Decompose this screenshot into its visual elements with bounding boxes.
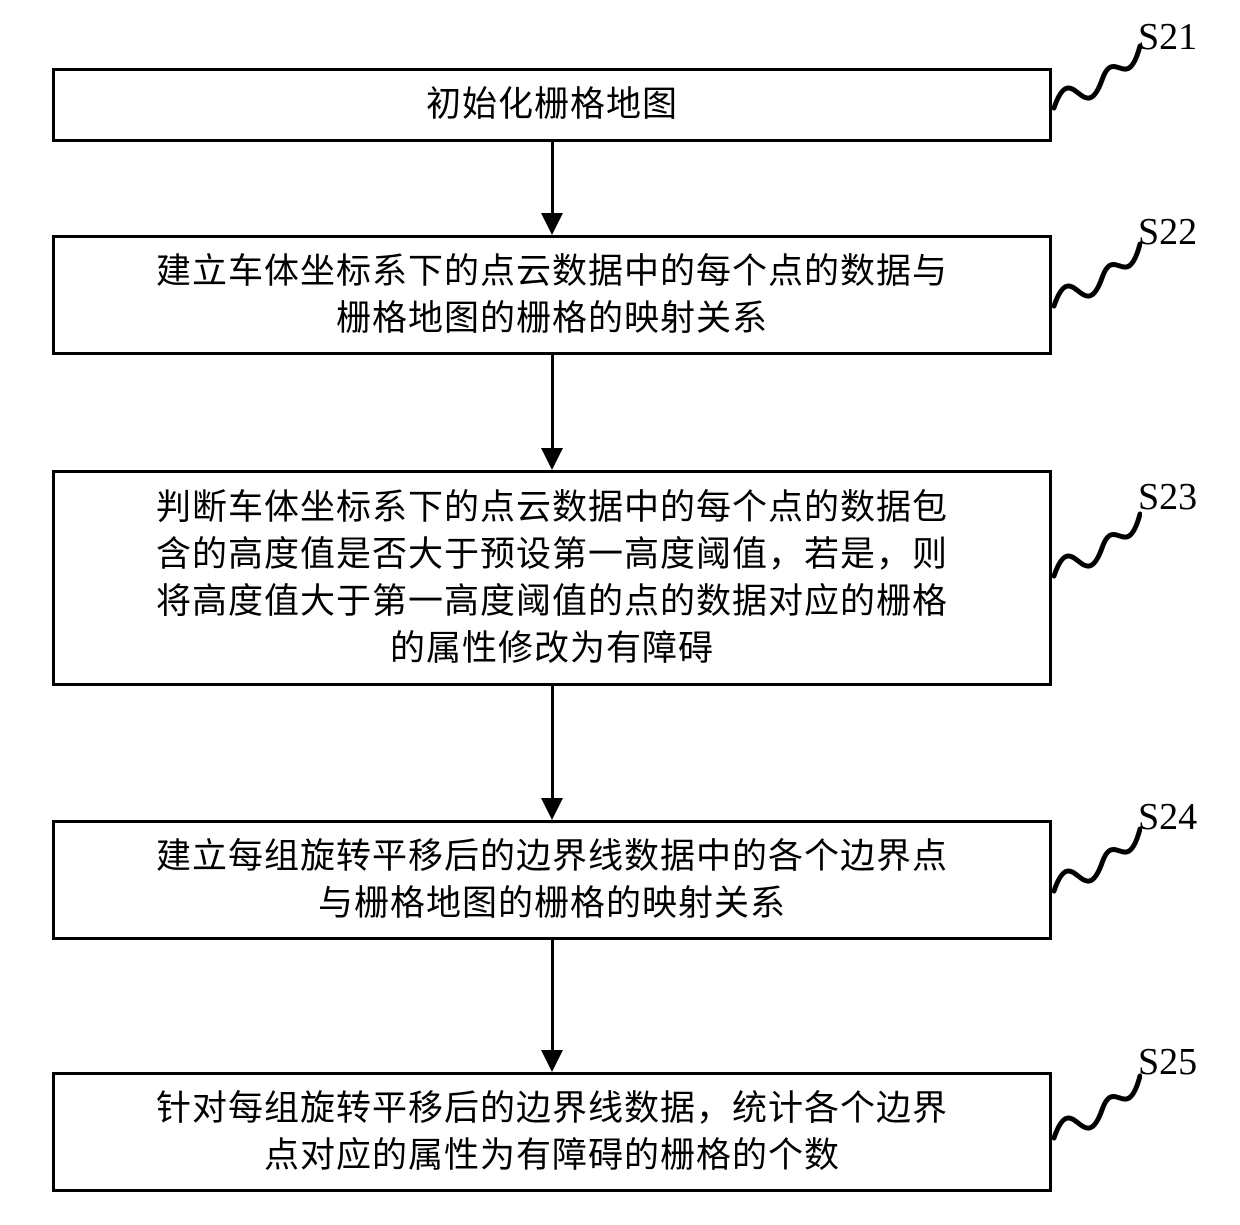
flow-node-s23: 判断车体坐标系下的点云数据中的每个点的数据包含的高度值是否大于预设第一高度阈值，… xyxy=(52,470,1052,686)
flow-node-s22-text: 建立车体坐标系下的点云数据中的每个点的数据与栅格地图的栅格的映射关系 xyxy=(156,248,948,343)
step-label-s23: S23 xyxy=(1138,475,1197,519)
squiggle-s25 xyxy=(1052,1070,1142,1148)
flow-node-s21: 初始化栅格地图 xyxy=(52,68,1052,142)
squiggle-s22 xyxy=(1052,238,1142,316)
arrow-head-s22-s23 xyxy=(541,448,563,470)
flow-node-s21-text: 初始化栅格地图 xyxy=(426,81,678,128)
squiggle-s21 xyxy=(1052,40,1142,118)
flow-node-s25-text: 针对每组旋转平移后的边界线数据，统计各个边界点对应的属性为有障碍的栅格的个数 xyxy=(156,1085,948,1180)
flow-node-s23-text: 判断车体坐标系下的点云数据中的每个点的数据包含的高度值是否大于预设第一高度阈值，… xyxy=(156,484,948,673)
arrow-s23-s24 xyxy=(551,686,554,798)
step-label-s24: S24 xyxy=(1138,795,1197,839)
arrow-s24-s25 xyxy=(551,940,554,1050)
step-label-s21: S21 xyxy=(1138,15,1197,59)
flow-node-s24: 建立每组旋转平移后的边界线数据中的各个边界点与栅格地图的栅格的映射关系 xyxy=(52,820,1052,940)
step-label-s25: S25 xyxy=(1138,1040,1197,1084)
arrow-s22-s23 xyxy=(551,355,554,448)
arrow-head-s23-s24 xyxy=(541,798,563,820)
step-label-s22: S22 xyxy=(1138,210,1197,254)
flowchart-diagram: 初始化栅格地图 S21 建立车体坐标系下的点云数据中的每个点的数据与栅格地图的栅… xyxy=(0,0,1240,1225)
flow-node-s22: 建立车体坐标系下的点云数据中的每个点的数据与栅格地图的栅格的映射关系 xyxy=(52,235,1052,355)
arrow-s21-s22 xyxy=(551,142,554,213)
arrow-head-s21-s22 xyxy=(541,213,563,235)
flow-node-s24-text: 建立每组旋转平移后的边界线数据中的各个边界点与栅格地图的栅格的映射关系 xyxy=(156,833,948,928)
arrow-head-s24-s25 xyxy=(541,1050,563,1072)
squiggle-s23 xyxy=(1052,508,1142,586)
squiggle-s24 xyxy=(1052,823,1142,901)
flow-node-s25: 针对每组旋转平移后的边界线数据，统计各个边界点对应的属性为有障碍的栅格的个数 xyxy=(52,1072,1052,1192)
